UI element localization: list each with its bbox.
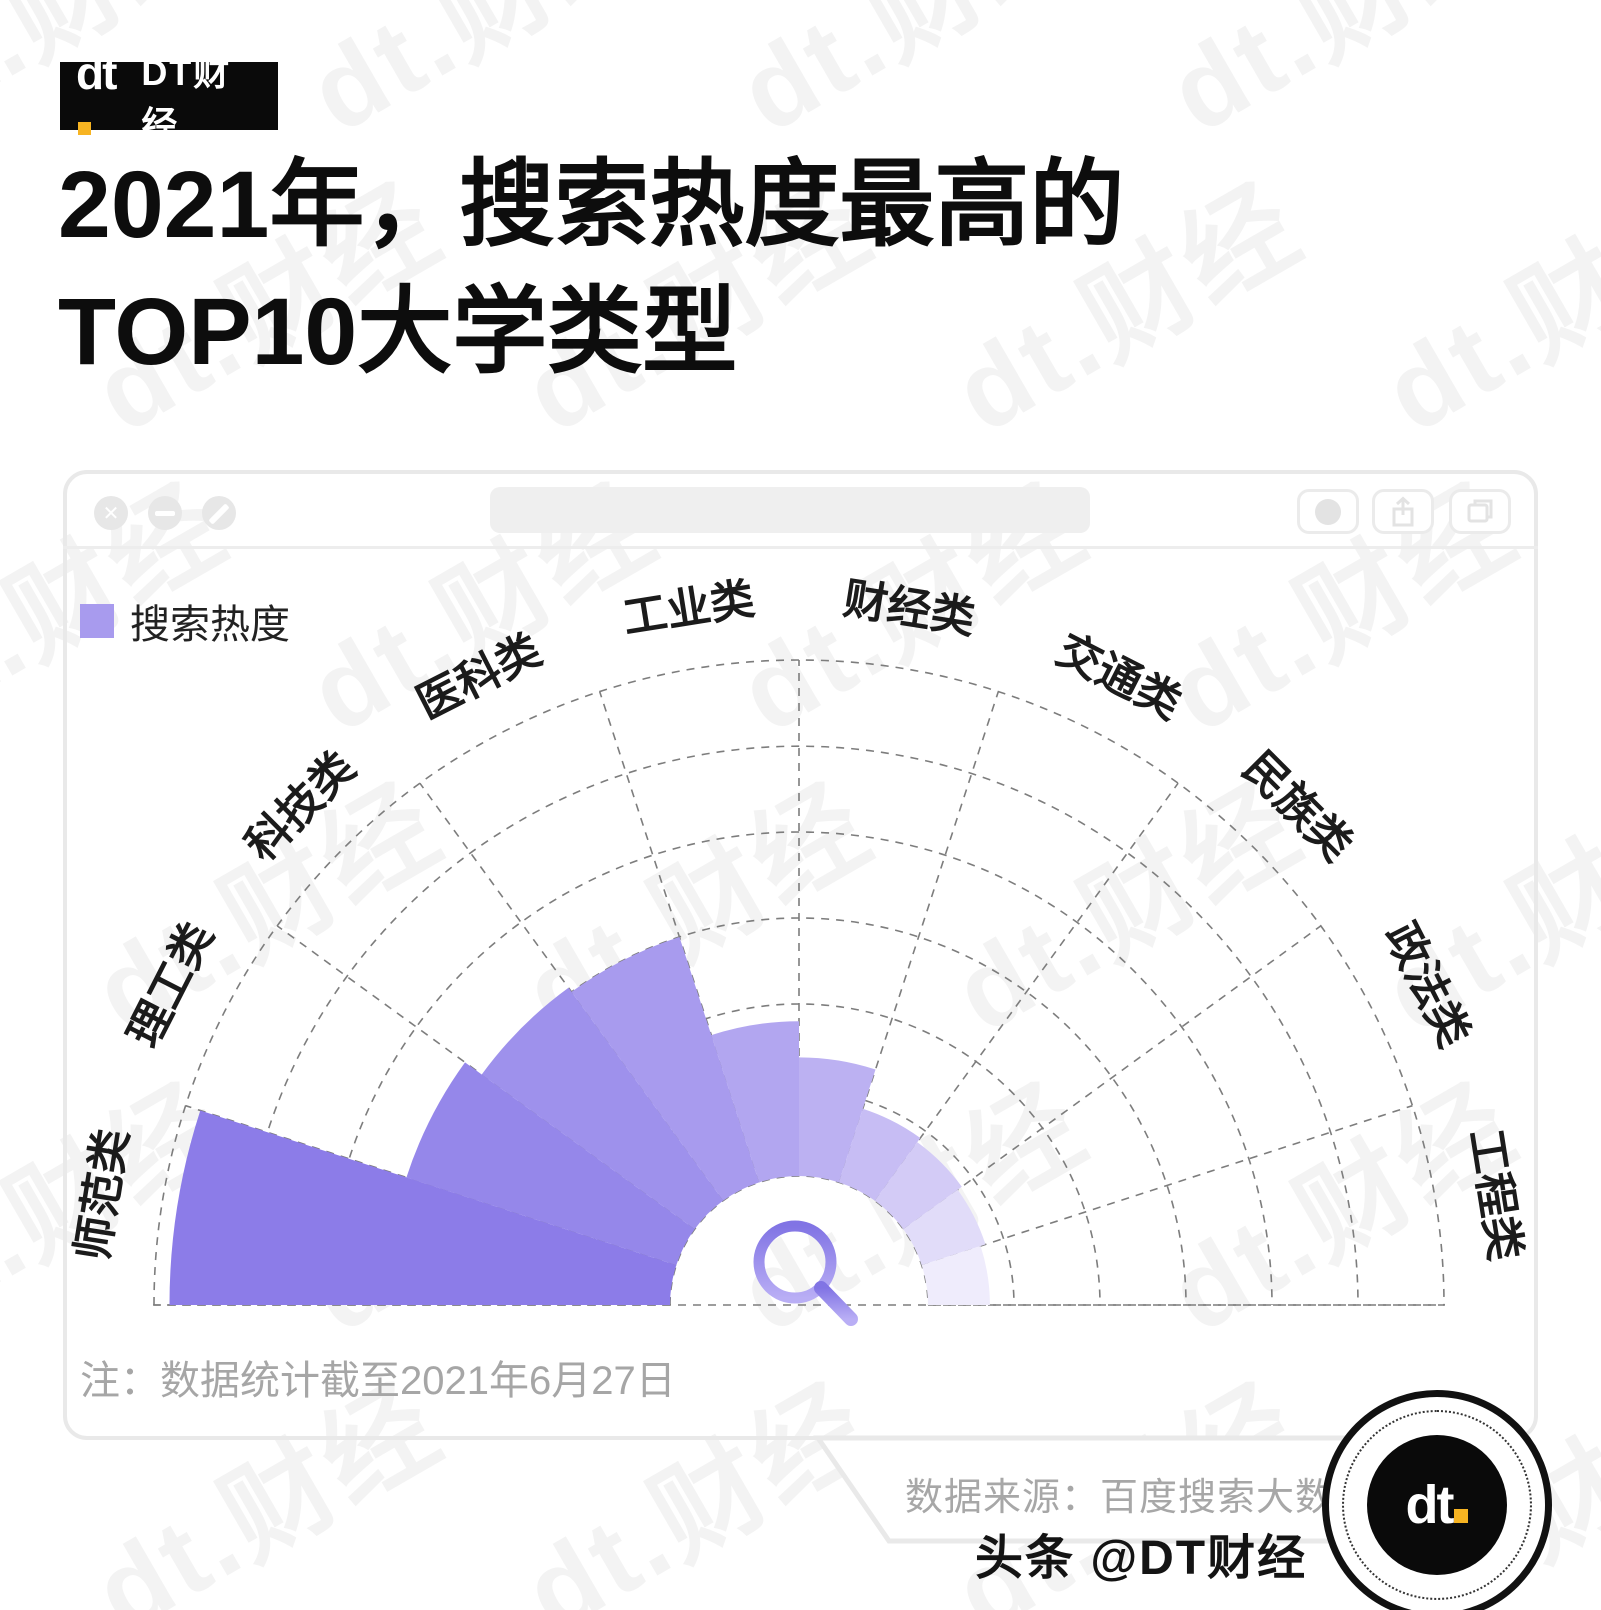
- legend-swatch: [80, 604, 114, 638]
- minimize-icon: [155, 511, 175, 516]
- watermark-text: dt.财经: [1579, 0, 1601, 156]
- badge-yellow-dot: [1454, 1509, 1469, 1523]
- legend-search-heat[interactable]: 搜索热度: [80, 592, 290, 650]
- logo-label: DT财经: [141, 52, 232, 145]
- watermark-text: dt.财经: [1149, 0, 1536, 156]
- footnote: 注：数据统计截至2021年6月27日: [80, 1359, 676, 1403]
- data-source-text: 数据来源：百度搜索大数据: [905, 1477, 1374, 1519]
- share-button[interactable]: [1372, 489, 1434, 534]
- legend-label: 搜索热度: [130, 603, 290, 647]
- window-close-button[interactable]: ✕: [94, 496, 128, 530]
- watermark-text: dt.财经: [1579, 462, 1601, 756]
- bar-医科类[interactable]: [571, 936, 760, 1201]
- close-icon: ✕: [102, 502, 120, 525]
- watermark-text: dt.财经: [1364, 162, 1601, 456]
- dt-finance-logo: dt DT财经: [60, 50, 278, 145]
- bar-交通类[interactable]: [838, 1108, 921, 1201]
- bar-财经类[interactable]: [799, 1057, 876, 1183]
- address-bar[interactable]: [490, 487, 1090, 533]
- toolbar-separator: [63, 546, 1538, 549]
- watermark-text: dt.财经: [289, 0, 676, 156]
- window-block-button[interactable]: [202, 496, 236, 530]
- dt-circular-badge: dt: [1322, 1390, 1552, 1610]
- dt-logo-glyph: dt: [76, 50, 127, 142]
- bar-科技类[interactable]: [481, 987, 724, 1230]
- record-button[interactable]: [1297, 489, 1359, 534]
- title-line-1: 2021年，搜索热度最高的: [58, 152, 1125, 258]
- share-icon: [1392, 495, 1414, 526]
- copy-button[interactable]: [1449, 489, 1511, 534]
- browser-window-frame: [63, 470, 1538, 1440]
- badge-dt-glyph: dt: [1406, 1474, 1469, 1536]
- bar-工业类[interactable]: [711, 1021, 799, 1183]
- bar-民族类[interactable]: [874, 1142, 962, 1230]
- watermark-text: dt.财经: [719, 0, 1106, 156]
- bar-工程类[interactable]: [921, 1246, 990, 1305]
- badge-black-disc: dt: [1367, 1435, 1507, 1575]
- window-minimize-button[interactable]: [148, 496, 182, 530]
- block-icon: [208, 502, 230, 525]
- chart-bars: [169, 936, 990, 1305]
- bar-理工类[interactable]: [406, 1062, 695, 1266]
- copy-icon: [1467, 499, 1493, 522]
- logo-yellow-dot: [78, 122, 91, 135]
- watermark-text: dt.财经: [1579, 1062, 1601, 1356]
- page-title: 2021年，搜索热度最高的 TOP10大学类型: [58, 142, 1124, 397]
- footer-handle: 头条 @DT财经: [975, 1532, 1308, 1585]
- bar-师范类[interactable]: [169, 1110, 677, 1305]
- record-dot-icon: [1315, 498, 1341, 525]
- title-line-2: TOP10大学类型: [58, 279, 738, 386]
- bar-政法类[interactable]: [903, 1189, 986, 1266]
